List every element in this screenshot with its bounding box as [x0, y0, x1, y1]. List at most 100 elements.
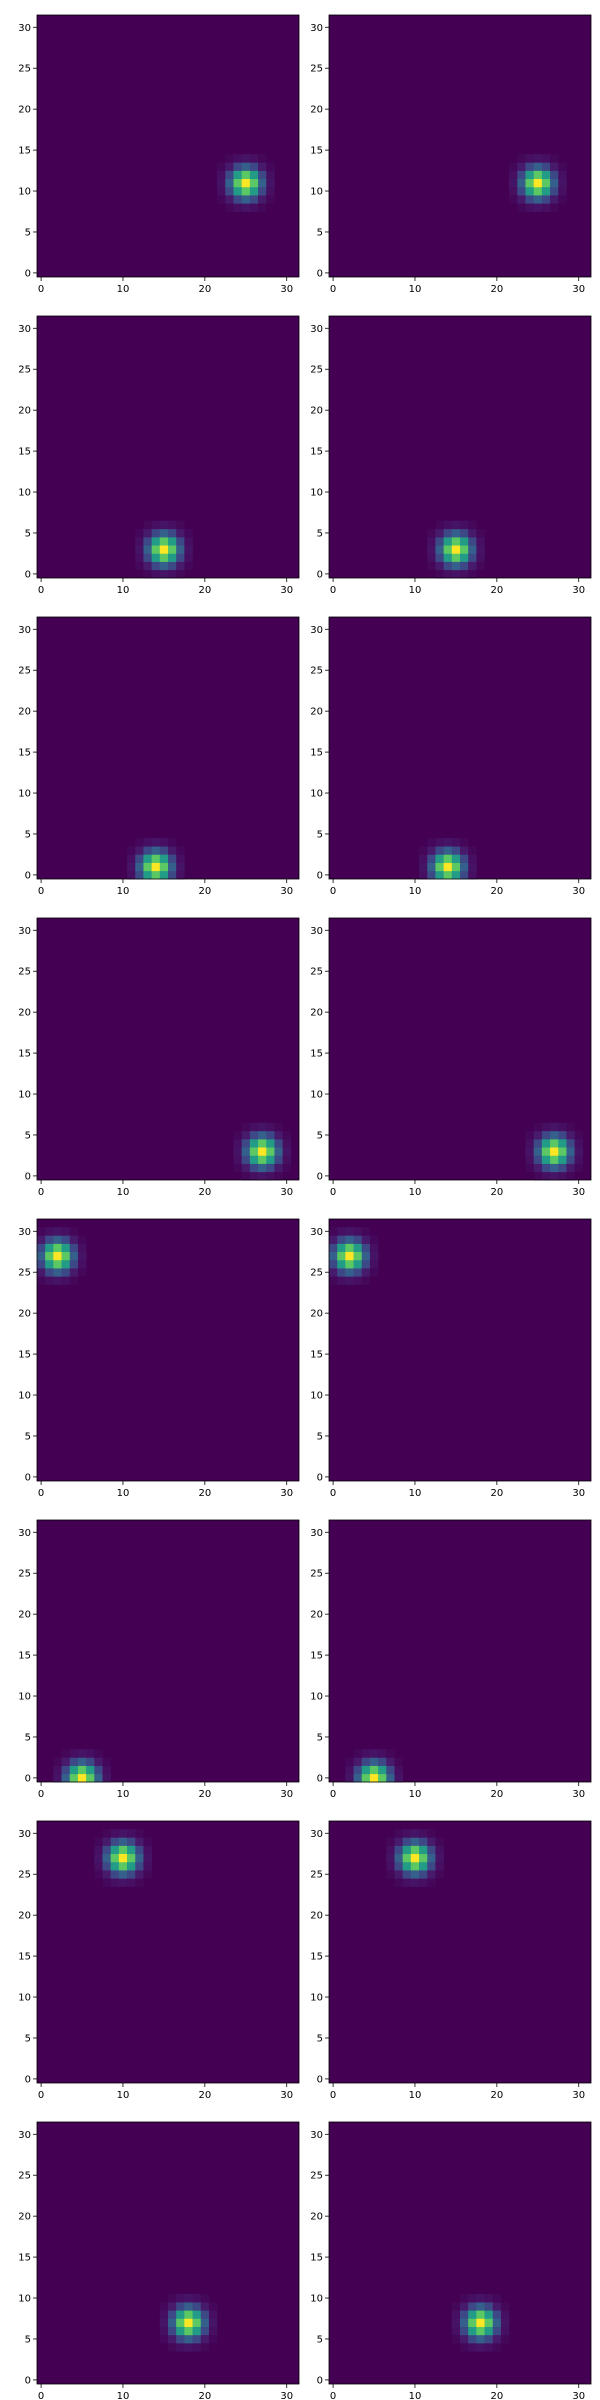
- y-tick-label: 10: [18, 1090, 31, 1101]
- heatmap-cell: [159, 846, 169, 855]
- heatmap-cell: [468, 846, 477, 855]
- heatmap-cell: [53, 1259, 62, 1269]
- heatmap-cell: [61, 1773, 71, 1783]
- heatmap-cell: [484, 2302, 494, 2311]
- y-tick-label: 30: [310, 1829, 323, 1840]
- heatmap-cell: [241, 1122, 251, 1132]
- heatmap-cell: [159, 870, 169, 880]
- heatmap-cell: [443, 569, 453, 579]
- heatmap-cell: [460, 862, 469, 872]
- y-tick-label: 10: [18, 789, 31, 800]
- y-tick-label: 0: [25, 1773, 31, 1784]
- heatmap-cell: [517, 195, 526, 204]
- heatmap-cell: [468, 569, 477, 579]
- axes-frame: [36, 2121, 300, 2385]
- y-tick-label: 25: [18, 2171, 31, 2182]
- heatmap-cell: [394, 1837, 403, 1846]
- heatmap-cell: [337, 1243, 346, 1253]
- heatmap-cell: [135, 553, 144, 562]
- heatmap-cell: [468, 2293, 477, 2303]
- heatmap-cell: [94, 1837, 103, 1846]
- heatmap-cell: [419, 1837, 428, 1846]
- heatmap-cell: [386, 1845, 395, 1855]
- y-tick-label: 10: [18, 2294, 31, 2305]
- heatmap-cell: [492, 2293, 502, 2303]
- x-tick-label: 10: [117, 2090, 130, 2101]
- heatmap-cell: [410, 1878, 420, 1887]
- y-tick-label: 15: [18, 2253, 31, 2264]
- y-tick-label: 10: [310, 187, 323, 198]
- x-tick-label: 30: [280, 1488, 293, 1499]
- heatmap-cell: [394, 1845, 403, 1855]
- heatmap-cell: [159, 569, 169, 579]
- heatmap-cell: [241, 1171, 251, 1181]
- heatmap-cell: [427, 545, 436, 554]
- heatmap-cell: [386, 1765, 395, 1775]
- heatmap-panel: 0 10 20 30 0 5 10 15 20 25 30: [310, 917, 592, 1198]
- x-tick-label: 20: [198, 1187, 211, 1198]
- heatmap-cell: [61, 1243, 71, 1253]
- heatmap-cell: [419, 854, 428, 863]
- heatmap-cell: [558, 1155, 567, 1164]
- heatmap-cell: [168, 520, 177, 530]
- heatmap-cell: [192, 2310, 202, 2319]
- heatmap-cell: [249, 162, 259, 171]
- x-tick-label: 10: [409, 1488, 422, 1499]
- heatmap-cell: [176, 569, 185, 579]
- heatmap-cell: [386, 1757, 395, 1766]
- heatmap-panel: 0 10 20 30 0 5 10 15 20 25 30: [18, 917, 300, 1198]
- heatmap-cell: [241, 154, 251, 163]
- y-tick-label: 25: [310, 365, 323, 376]
- heatmap-cell: [500, 2334, 510, 2344]
- heatmap-cell: [151, 854, 161, 863]
- heatmap-cell: [410, 1845, 420, 1855]
- heatmap-cell: [509, 186, 518, 196]
- heatmap-cell: [143, 1853, 152, 1863]
- heatmap-cell: [127, 854, 136, 863]
- heatmap-cell: [337, 1235, 346, 1244]
- heatmap-cell: [53, 1235, 62, 1244]
- heatmap-cell: [476, 553, 485, 562]
- heatmap-cell: [258, 186, 267, 196]
- x-tick-label: 10: [409, 1187, 422, 1198]
- heatmap-cell: [266, 1171, 275, 1181]
- y-tick-label: 30: [18, 1829, 31, 1840]
- heatmap-cell: [86, 1773, 95, 1783]
- heatmap-cell: [574, 1139, 584, 1148]
- heatmap-cell: [558, 1147, 567, 1156]
- heatmap-cell: [574, 1155, 584, 1164]
- heatmap-cell: [468, 2326, 477, 2336]
- heatmap-cell: [37, 1227, 46, 1236]
- heatmap-background: [37, 617, 299, 879]
- heatmap-cell: [118, 1861, 128, 1871]
- heatmap-cell: [184, 528, 193, 538]
- heatmap-cell: [427, 1878, 436, 1887]
- heatmap-cell: [217, 162, 226, 171]
- heatmap-cell: [386, 1837, 395, 1846]
- heatmap-cell: [77, 1765, 87, 1775]
- heatmap-cell: [435, 537, 444, 546]
- heatmap-cell: [517, 178, 526, 188]
- heatmap-cell: [86, 1765, 95, 1775]
- heatmap-cell: [143, 854, 152, 863]
- heatmap-cell: [427, 1845, 436, 1855]
- heatmap-cell: [533, 162, 543, 171]
- heatmap-cell: [353, 1773, 363, 1783]
- heatmap-cell: [541, 1122, 551, 1132]
- heatmap-cell: [233, 1163, 242, 1173]
- heatmap-cell: [110, 1861, 120, 1871]
- heatmap-cell: [176, 2302, 185, 2311]
- heatmap-cell: [241, 162, 251, 171]
- heatmap-cell: [69, 1227, 79, 1236]
- heatmap-cell: [184, 2310, 193, 2319]
- heatmap-cell: [460, 561, 469, 571]
- heatmap-cell: [143, 846, 152, 855]
- y-tick-label: 20: [18, 2212, 31, 2223]
- heatmap-cell: [135, 854, 144, 863]
- heatmap-cell: [200, 2310, 210, 2319]
- heatmap-cell: [451, 553, 461, 562]
- heatmap-cell: [258, 1139, 267, 1148]
- heatmap-cell: [69, 1235, 79, 1244]
- heatmap-cell: [329, 1276, 338, 1285]
- heatmap-cell: [460, 2318, 469, 2327]
